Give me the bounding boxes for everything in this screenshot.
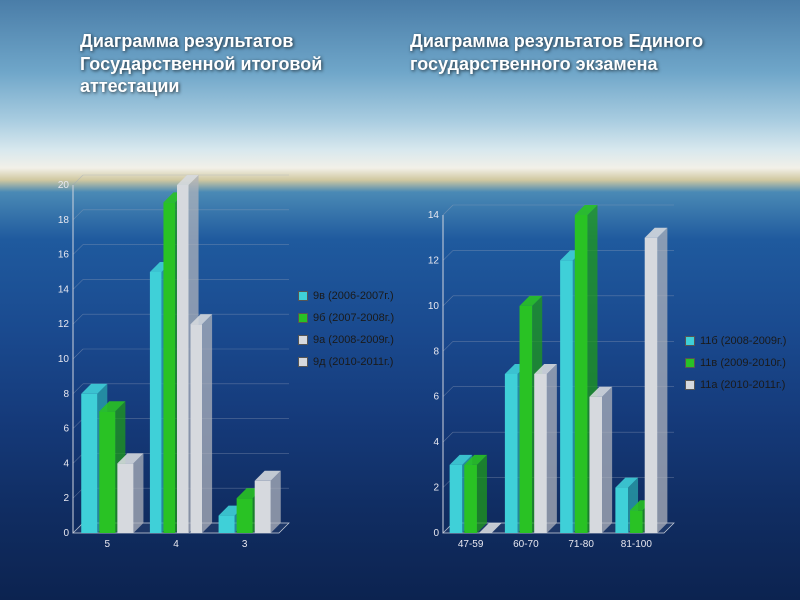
svg-text:16: 16 bbox=[58, 250, 70, 261]
right-chart-title: Диаграмма результатов Единого государств… bbox=[410, 30, 710, 98]
svg-text:0: 0 bbox=[63, 528, 69, 539]
svg-text:60-70: 60-70 bbox=[513, 539, 539, 550]
legend-item: 11б (2008-2009г.) bbox=[685, 335, 786, 347]
legend-swatch bbox=[298, 357, 308, 367]
svg-text:18: 18 bbox=[58, 215, 70, 226]
legend-label: 11в (2009-2010г.) bbox=[700, 357, 786, 369]
svg-text:12: 12 bbox=[58, 319, 70, 330]
legend-item: 11а (2010-2011г.) bbox=[685, 379, 786, 391]
svg-text:47-59: 47-59 bbox=[458, 539, 484, 550]
svg-text:5: 5 bbox=[105, 539, 111, 550]
legend-swatch bbox=[685, 336, 695, 346]
svg-text:2: 2 bbox=[433, 483, 439, 494]
left-chart-legend: 9в (2006-2007г.) 9б (2007-2008г.) 9а (2008… bbox=[298, 290, 394, 368]
left-chart-title: Диаграмма результатов Государственной ит… bbox=[80, 30, 380, 98]
legend-swatch bbox=[298, 335, 308, 345]
svg-text:2: 2 bbox=[63, 493, 69, 504]
legend-item: 9а (2008-2009г.) bbox=[298, 334, 394, 346]
legend-swatch bbox=[685, 380, 695, 390]
svg-text:10: 10 bbox=[58, 354, 70, 365]
legend-label: 9а (2008-2009г.) bbox=[313, 334, 394, 346]
legend-item: 9д (2010-2011г.) bbox=[298, 356, 394, 368]
legend-label: 9в (2006-2007г.) bbox=[313, 290, 394, 302]
svg-text:4: 4 bbox=[173, 539, 179, 550]
svg-text:71-80: 71-80 bbox=[568, 539, 594, 550]
svg-text:8: 8 bbox=[433, 346, 439, 357]
svg-text:3: 3 bbox=[242, 539, 248, 550]
svg-text:4: 4 bbox=[433, 437, 439, 448]
svg-text:8: 8 bbox=[63, 389, 69, 400]
svg-text:20: 20 bbox=[58, 180, 70, 191]
titles-row: Диаграмма результатов Государственной ит… bbox=[0, 30, 800, 98]
svg-text:4: 4 bbox=[63, 458, 69, 469]
legend-label: 11а (2010-2011г.) bbox=[700, 379, 785, 391]
legend-item: 11в (2009-2010г.) bbox=[685, 357, 786, 369]
svg-text:10: 10 bbox=[428, 301, 440, 312]
svg-text:81-100: 81-100 bbox=[621, 539, 653, 550]
svg-text:6: 6 bbox=[63, 424, 69, 435]
legend-item: 9б (2007-2008г.) bbox=[298, 312, 394, 324]
svg-text:6: 6 bbox=[433, 392, 439, 403]
legend-label: 9б (2007-2008г.) bbox=[313, 312, 394, 324]
svg-text:12: 12 bbox=[428, 255, 440, 266]
legend-label: 11б (2008-2009г.) bbox=[700, 335, 786, 347]
svg-text:14: 14 bbox=[58, 284, 70, 295]
legend-swatch bbox=[685, 358, 695, 368]
left-chart: 0 2 4 6 8 10 12 14 16 18 20 5 4 3 bbox=[45, 165, 295, 555]
legend-swatch bbox=[298, 313, 308, 323]
legend-item: 9в (2006-2007г.) bbox=[298, 290, 394, 302]
right-chart-legend: 11б (2008-2009г.) 11в (2009-2010г.) 11а (2… bbox=[685, 335, 786, 391]
svg-text:14: 14 bbox=[428, 210, 440, 221]
legend-swatch bbox=[298, 291, 308, 301]
legend-label: 9д (2010-2011г.) bbox=[313, 356, 393, 368]
right-chart: 0 2 4 6 8 10 12 14 47-59 60-70 71-80 81-100 bbox=[415, 195, 680, 555]
svg-text:0: 0 bbox=[433, 528, 439, 539]
